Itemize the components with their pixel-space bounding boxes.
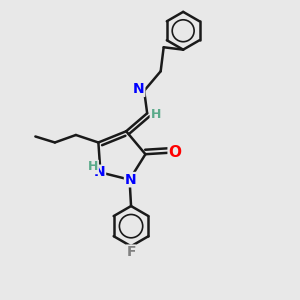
Text: H: H xyxy=(150,108,161,121)
Text: H: H xyxy=(88,160,98,173)
Text: O: O xyxy=(168,145,181,160)
Text: N: N xyxy=(124,172,136,187)
Text: F: F xyxy=(126,245,136,259)
Text: N: N xyxy=(94,165,105,179)
Text: N: N xyxy=(133,82,145,96)
